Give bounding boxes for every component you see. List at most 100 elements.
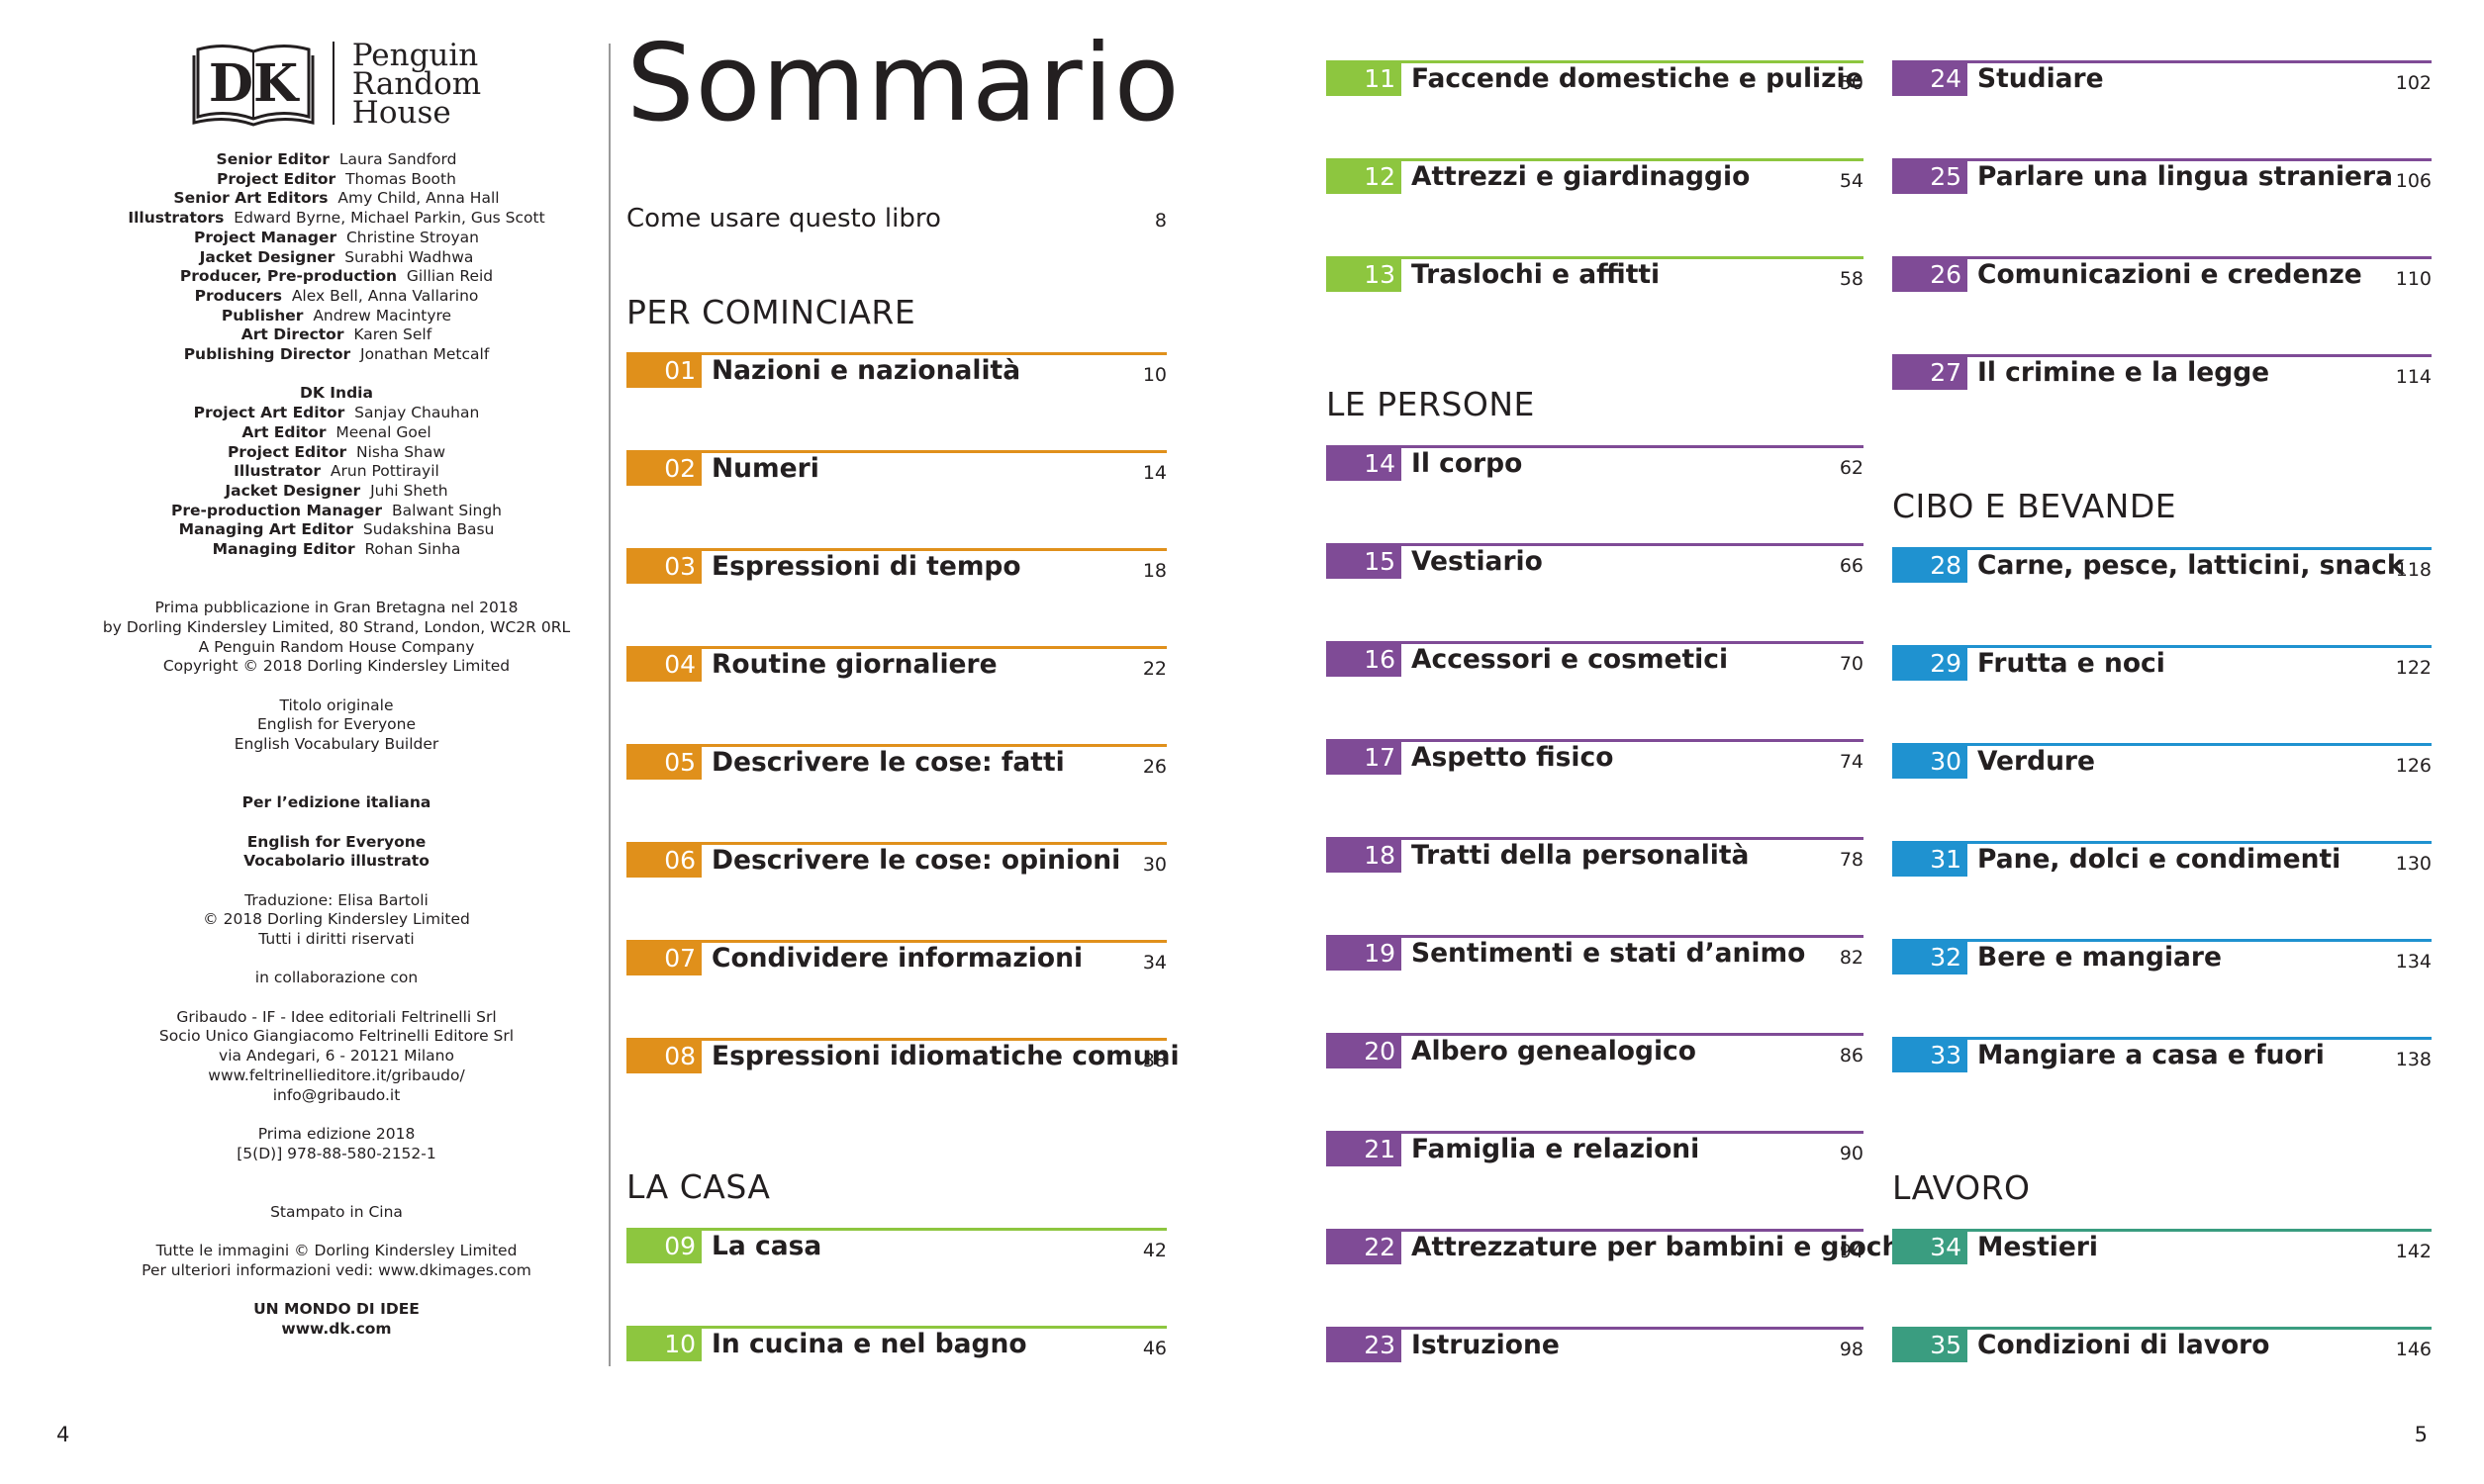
credit-name: Nisha Shaw [355,442,446,461]
credit-line: www.dk.com [59,1320,614,1340]
toc-entry[interactable]: 31 Pane, dolci e condimenti 130 [1892,841,2432,877]
toc-entry[interactable]: 13 Traslochi e affitti 58 [1326,256,1863,292]
entry-rule [1892,645,2432,648]
credit-role: Vocabolario illustrato [243,852,430,871]
entry-rule [1326,60,1863,63]
toc-entry[interactable]: 15 Vestiario 66 [1326,543,1863,579]
toc-entry[interactable]: 28 Carne, pesce, latticini, snack 118 [1892,547,2432,583]
toc-entry[interactable]: 05 Descrivere le cose: fatti 26 [626,744,1167,780]
credit-name: Sanjay Chauhan [354,404,480,422]
chapter-number-badge: 26 [1892,256,1967,292]
credit-name: Thomas Booth [345,169,456,188]
toc-entry[interactable]: 29 Frutta e noci 122 [1892,645,2432,681]
chapter-page-number: 94 [1839,1241,1863,1262]
credit-role: Project Art Editor [193,404,345,422]
entry-rule [626,548,1167,551]
entry-rule [1892,256,2432,259]
credit-spacer [59,677,614,696]
toc-entry[interactable]: 30 Verdure 126 [1892,743,2432,779]
chapter-page-number: 30 [1142,854,1167,876]
chapter-number-badge: 23 [1326,1327,1401,1362]
intro-title: Come usare questo libro [626,204,941,233]
chapter-page-number: 122 [2395,657,2432,679]
toc-entry[interactable]: 04 Routine giornaliere 22 [626,646,1167,682]
credit-role: Illustrator [234,462,322,481]
credit-line: Senior Art Editors Amy Child, Anna Hall [59,189,614,209]
credit-name: Arun Pottirayil [330,462,439,481]
toc-entry[interactable]: 07 Condividere informazioni 34 [626,940,1167,975]
credit-line: Publisher Andrew Macintyre [59,307,614,326]
entry-rule [1326,256,1863,259]
entry-rule [1326,1033,1863,1036]
entry-rule [626,1038,1167,1041]
toc-entry[interactable]: 18 Tratti della personalità 78 [1326,837,1863,873]
toc-entry[interactable]: 34 Mestieri 142 [1892,1229,2432,1264]
credit-spacer [59,755,614,775]
toc-entry[interactable]: 20 Albero genealogico 86 [1326,1033,1863,1068]
toc-entry[interactable]: 08 Espressioni idiomatiche comuni 38 [626,1038,1180,1073]
chapter-page-number: 118 [2395,559,2432,581]
toc-entry[interactable]: 12 Attrezzi e giardinaggio 54 [1326,158,1863,194]
entry-rule [1326,445,1863,448]
toc-entry[interactable]: 33 Mangiare a casa e fuori 138 [1892,1037,2432,1072]
chapter-number-badge: 28 [1892,547,1967,583]
toc-entry[interactable]: 02 Numeri 14 [626,450,1167,486]
toc-entry[interactable]: 01 Nazioni e nazionalità 10 [626,352,1167,388]
chapter-title: Nazioni e nazionalità [712,355,1021,386]
entry-rule [1326,158,1863,161]
toc-entry[interactable]: 06 Descrivere le cose: opinioni 30 [626,842,1167,878]
section-heading-le-persone: LE PERSONE [1326,385,1535,423]
toc-intro-entry[interactable]: Come usare questo libro 8 [626,204,1167,233]
credit-spacer [59,950,614,970]
toc-entry[interactable]: 23 Istruzione 98 [1326,1327,1863,1362]
credit-name: Meenal Goel [335,422,431,441]
credit-role: Project Editor [227,442,347,461]
toc-entry[interactable]: 22 Attrezzature per bambini e giochi 94 [1326,1229,1909,1264]
credit-text: in collaborazione con [254,969,419,987]
toc-entry[interactable]: 14 Il corpo 62 [1326,445,1863,481]
toc-entry[interactable]: 26 Comunicazioni e credenze 110 [1892,256,2432,292]
toc-entry[interactable]: 19 Sentimenti e stati d’animo 82 [1326,935,1863,971]
credit-spacer [59,774,614,793]
credit-text: Prima pubblicazione in Gran Bretagna nel… [154,599,519,617]
credit-text: Tutte le immagini © Dorling Kindersley L… [155,1242,518,1260]
toc-entry[interactable]: 11 Faccende domestiche e pulizie 50 [1326,60,1863,96]
credit-role: Project Manager [194,228,337,246]
chapter-page-number: 146 [2395,1339,2432,1360]
toc-entry[interactable]: 35 Condizioni di lavoro 146 [1892,1327,2432,1362]
chapter-number-badge: 02 [626,450,702,486]
chapter-number-badge: 29 [1892,645,1967,681]
chapter-title: Bere e mangiare [1977,942,2222,973]
svg-text:DK: DK [209,53,300,114]
toc-entry[interactable]: 17 Aspetto fisico 74 [1326,739,1863,775]
publisher-name: Penguin Random House [351,38,481,129]
credit-line: Project Editor Thomas Booth [59,170,614,190]
credit-line: Stampato in Cina [59,1203,614,1223]
credit-name: Amy Child, Anna Hall [337,189,500,208]
credit-line: via Andegari, 6 - 20121 Milano [59,1047,614,1067]
chapter-title: Il crimine e la legge [1977,357,2270,388]
intro-page: 8 [1154,210,1167,232]
credit-role: Producers [194,286,282,305]
credit-role: Producer, Pre-production [179,267,398,286]
chapter-number-badge: 35 [1892,1327,1967,1362]
toc-entry[interactable]: 24 Studiare 102 [1892,60,2432,96]
credit-name: Surabhi Wadhwa [344,247,474,266]
credit-line: by Dorling Kindersley Limited, 80 Strand… [59,618,614,638]
toc-entry[interactable]: 21 Famiglia e relazioni 90 [1326,1131,1863,1166]
entry-rule [1892,1229,2432,1232]
entry-rule [1326,837,1863,840]
credit-spacer [59,365,614,385]
credit-name: Gillian Reid [406,267,494,286]
toc-entry[interactable]: 25 Parlare una lingua straniera 106 [1892,158,2432,194]
toc-entry[interactable]: 27 Il crimine e la legge 114 [1892,354,2432,390]
toc-entry[interactable]: 32 Bere e mangiare 134 [1892,939,2432,974]
credit-role: Project Editor [217,169,336,188]
toc-entry[interactable]: 16 Accessori e cosmetici 70 [1326,641,1863,677]
toc-entry[interactable]: 03 Espressioni di tempo 18 [626,548,1167,584]
dk-book-logo-icon: DK [192,45,315,127]
entry-rule [626,352,1167,355]
toc-entry[interactable]: 09 La casa 42 [626,1228,1167,1263]
toc-entry[interactable]: 10 In cucina e nel bagno 46 [626,1326,1167,1361]
publisher-name-line: Penguin [351,38,479,73]
